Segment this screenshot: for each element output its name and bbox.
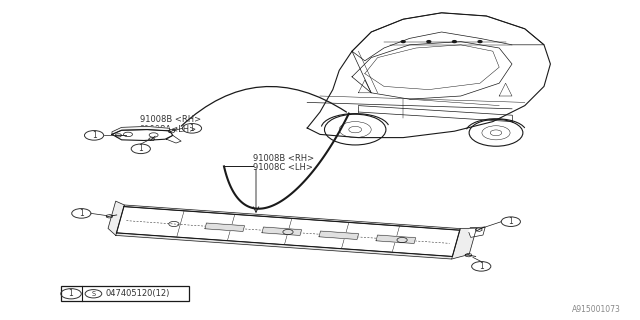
Polygon shape [112,126,170,134]
Text: 1: 1 [508,217,513,226]
Polygon shape [469,227,485,237]
Circle shape [427,41,431,43]
Text: 1: 1 [189,124,195,133]
Text: 1: 1 [479,262,484,271]
Polygon shape [452,228,477,259]
Text: 91008C <LH>: 91008C <LH> [253,164,313,172]
Text: 1: 1 [138,144,143,153]
Text: 1: 1 [92,131,97,140]
Circle shape [452,41,456,43]
Text: 91008B <RH>: 91008B <RH> [140,116,201,124]
Text: A915001073: A915001073 [572,305,621,314]
Text: 1: 1 [79,209,84,218]
Text: 047405120(12): 047405120(12) [106,289,170,298]
Polygon shape [376,235,415,244]
Text: S: S [92,291,95,297]
Text: 91008B <RH>: 91008B <RH> [253,154,314,163]
Circle shape [478,41,482,43]
Polygon shape [116,207,460,256]
Polygon shape [262,227,301,236]
Circle shape [401,41,405,43]
Polygon shape [319,231,358,239]
Polygon shape [205,223,244,231]
Polygon shape [112,130,173,140]
Polygon shape [166,135,181,143]
FancyBboxPatch shape [61,286,189,301]
Polygon shape [116,233,452,259]
Polygon shape [307,13,550,138]
Polygon shape [124,205,460,230]
Text: 91008A<LH>: 91008A<LH> [140,125,196,134]
Text: 1: 1 [68,289,74,298]
Polygon shape [108,201,124,236]
